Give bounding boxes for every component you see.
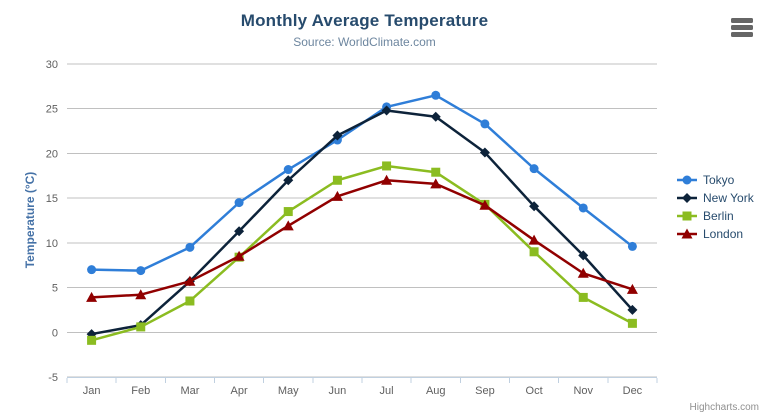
- point-berlin-jan[interactable]: [87, 335, 97, 345]
- legend-item-london[interactable]: London: [676, 227, 754, 241]
- point-berlin-dec[interactable]: [627, 318, 637, 328]
- export-menu-button[interactable]: [728, 15, 756, 40]
- point-new-york-aug[interactable]: [430, 111, 441, 122]
- circle-icon: [677, 175, 697, 185]
- point-tokyo-feb[interactable]: [136, 266, 146, 276]
- point-london-dec[interactable]: [626, 283, 638, 294]
- credits-link[interactable]: Highcharts.com: [689, 402, 759, 413]
- point-london-nov[interactable]: [577, 267, 589, 278]
- hamburger-icon: [731, 18, 753, 37]
- point-london-jan[interactable]: [86, 291, 98, 302]
- point-new-york-dec[interactable]: [627, 304, 638, 315]
- point-london-feb[interactable]: [135, 289, 147, 300]
- point-london-jun[interactable]: [331, 190, 343, 201]
- point-new-york-oct[interactable]: [529, 201, 540, 212]
- point-tokyo-nov[interactable]: [578, 203, 588, 213]
- point-new-york-sep[interactable]: [479, 147, 490, 158]
- y-axis-label: 5: [52, 283, 58, 295]
- x-axis-label: Jun: [329, 385, 347, 397]
- legend-label: New York: [703, 191, 754, 205]
- y-axis-label: 10: [46, 238, 58, 250]
- x-axis-label: Oct: [526, 385, 543, 397]
- point-new-york-jun[interactable]: [332, 130, 343, 141]
- square-icon: [677, 211, 697, 221]
- point-berlin-aug[interactable]: [431, 167, 441, 177]
- point-london-sep[interactable]: [479, 199, 491, 210]
- point-berlin-feb[interactable]: [136, 322, 146, 332]
- x-axis-label: Jan: [83, 385, 101, 397]
- point-berlin-jul[interactable]: [382, 161, 392, 171]
- point-tokyo-oct[interactable]: [529, 164, 539, 174]
- y-axis-label: 30: [46, 59, 58, 71]
- x-axis-label: Jul: [380, 385, 394, 397]
- x-axis-label: Nov: [573, 385, 593, 397]
- point-london-aug[interactable]: [430, 178, 442, 189]
- point-berlin-nov[interactable]: [578, 292, 588, 302]
- legend-label: London: [703, 227, 744, 241]
- point-tokyo-aug[interactable]: [431, 90, 441, 100]
- point-new-york-jul[interactable]: [381, 105, 392, 116]
- legend-label: Berlin: [703, 209, 734, 223]
- x-axis-label: Apr: [231, 385, 248, 397]
- point-berlin-jun[interactable]: [332, 175, 342, 185]
- x-axis-label: Aug: [426, 385, 446, 397]
- point-tokyo-may[interactable]: [283, 165, 293, 175]
- point-tokyo-dec[interactable]: [627, 241, 637, 251]
- y-axis-label: 15: [46, 193, 58, 205]
- point-new-york-nov[interactable]: [578, 250, 589, 261]
- point-tokyo-mar[interactable]: [185, 242, 195, 252]
- chart-subtitle: Source: WorldClimate.com: [293, 35, 436, 49]
- point-tokyo-apr[interactable]: [234, 198, 244, 208]
- x-axis-label: Mar: [180, 385, 199, 397]
- y-axis-label: 20: [46, 148, 58, 160]
- series-line-berlin: [90, 164, 634, 342]
- point-london-apr[interactable]: [233, 250, 245, 261]
- legend: Tokyo New York Berlin London: [676, 173, 754, 241]
- point-new-york-apr[interactable]: [234, 226, 245, 237]
- diamond-icon: [677, 193, 697, 203]
- x-axis-label: Dec: [623, 385, 643, 397]
- point-berlin-mar[interactable]: [185, 296, 195, 306]
- point-tokyo-sep[interactable]: [480, 119, 490, 129]
- x-axis-label: Feb: [131, 385, 150, 397]
- y-axis-label: 25: [46, 104, 58, 116]
- point-tokyo-jan[interactable]: [87, 265, 97, 275]
- legend-item-berlin[interactable]: Berlin: [676, 209, 754, 223]
- point-berlin-may[interactable]: [283, 207, 293, 217]
- point-london-mar[interactable]: [184, 275, 196, 286]
- legend-label: Tokyo: [703, 173, 735, 187]
- y-axis-label: 0: [52, 327, 58, 339]
- point-berlin-oct[interactable]: [529, 247, 539, 257]
- series-line-new-york: [90, 109, 634, 336]
- triangle-icon: [677, 228, 697, 239]
- y-axis-label: -5: [48, 372, 58, 384]
- chart-title: Monthly Average Temperature: [240, 11, 489, 30]
- point-london-jul[interactable]: [381, 174, 393, 185]
- point-london-may[interactable]: [282, 220, 294, 231]
- point-london-oct[interactable]: [528, 234, 540, 245]
- x-axis-label: Sep: [475, 385, 495, 397]
- point-new-york-may[interactable]: [283, 175, 294, 186]
- series-line-tokyo: [90, 94, 634, 272]
- series-line-london: [90, 179, 634, 299]
- legend-item-new-york[interactable]: New York: [676, 191, 754, 205]
- legend-item-tokyo[interactable]: Tokyo: [676, 173, 754, 187]
- y-axis-title: Temperature (°C): [23, 171, 37, 269]
- x-axis-label: May: [278, 385, 299, 397]
